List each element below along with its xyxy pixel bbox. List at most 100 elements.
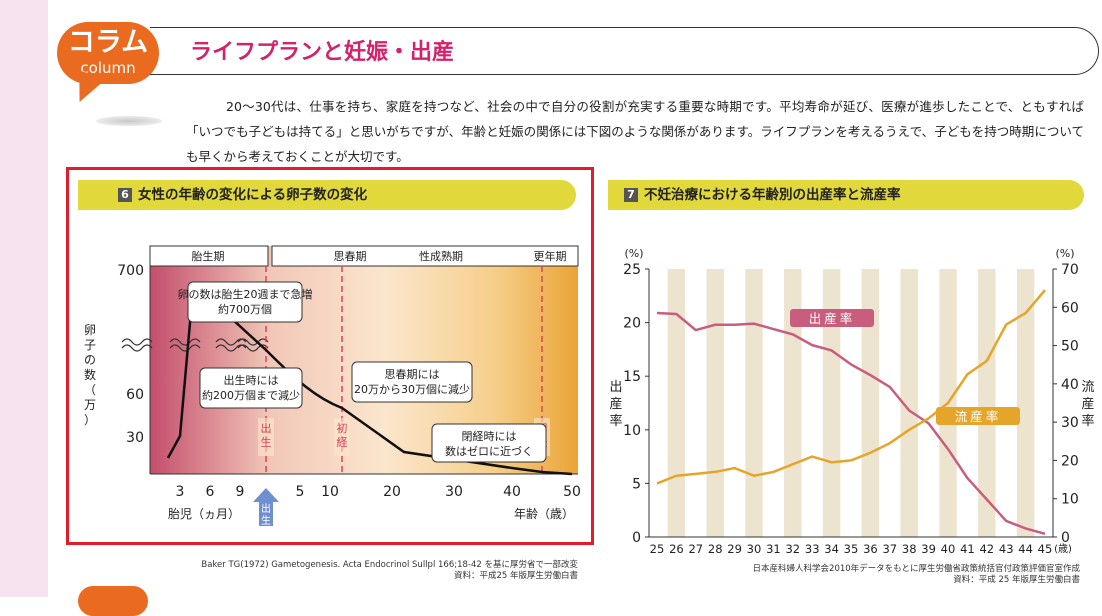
chart6-birth-arrow-label: 出 xyxy=(261,502,271,515)
chart6-title: 女性の年齢の変化による卵子数の変化 xyxy=(138,187,368,203)
chart6-x-tick-age: 50 xyxy=(563,484,581,500)
chart7-title-bar: 7 不妊治療における年齢別の出産率と流産率 xyxy=(608,180,1084,210)
chart6-source: Baker TG(1972) Gametogenesis. Acta Endoc… xyxy=(201,560,578,581)
next-column-badge xyxy=(78,586,148,616)
chart7-right-tick-label: 70 xyxy=(1061,262,1079,278)
chart7-stripe xyxy=(1016,269,1035,537)
chart6-title-bar: 6 女性の年齢の変化による卵子数の変化 xyxy=(78,180,576,210)
chart7-stripe xyxy=(667,269,686,537)
chart7-right-tick-label: 40 xyxy=(1061,377,1079,393)
chart6-stage-label: 胎生期 xyxy=(192,249,225,263)
chart7-left-label-char: 産 xyxy=(609,396,622,412)
chart7-x-tick-label: 32 xyxy=(785,542,800,556)
chart7-series-label: 流産率 xyxy=(955,409,1002,424)
chart7-x-unit: (歳) xyxy=(1054,543,1072,555)
chart7-left-label-char: 率 xyxy=(609,413,622,429)
chart7-right-label-char: 産 xyxy=(1081,396,1094,412)
chart6-x-tick-age: 40 xyxy=(503,484,521,500)
chart7-series-label: 出産率 xyxy=(809,311,856,326)
intro-paragraph: 20～30代は、仕事を持ち、家庭を持つなど、社会の中で自分の役割が充実する重要な… xyxy=(186,99,1084,164)
chart7-left-tick-label: 25 xyxy=(623,262,641,278)
chart6-birth-arrow-label: 生 xyxy=(261,514,271,527)
chart7-stripe xyxy=(861,269,880,537)
chart7-x-tick-label: 28 xyxy=(708,542,723,556)
chart6-y-axis-label-char: 子 xyxy=(84,338,96,352)
chart6-marker-label-bg xyxy=(334,418,350,456)
badge-shadow xyxy=(96,116,162,126)
chart7-x-tick-label: 34 xyxy=(824,542,839,556)
chart6-marker-label-bg xyxy=(258,418,274,456)
chart7-left-label-char: 出 xyxy=(609,380,622,395)
chart7-series-label-bg xyxy=(790,309,874,327)
chart7-x-tick-label: 29 xyxy=(727,542,742,556)
chart7-right-tick-label: 30 xyxy=(1061,415,1079,431)
chart6-x-tick-age: 10 xyxy=(321,484,339,500)
chart6-y-axis-label-char: ） xyxy=(84,413,96,427)
chart7-left-tick-label: 5 xyxy=(632,476,641,492)
badge-main-text: コラム xyxy=(67,27,149,58)
chart6-annotation-text-line: 約200万個まで減少 xyxy=(202,388,300,402)
left-margin-strip xyxy=(0,0,48,597)
chart7-left-tick-label: 15 xyxy=(623,369,641,385)
chart7-source: 日本産科婦人科学会2010年データをもとに厚生労働省政策統括官付政策評価官室作成… xyxy=(752,564,1080,585)
chart6-annotation-text-line: 数はゼロに近づく xyxy=(445,445,533,458)
chart6-y-axis-label-char: の xyxy=(84,353,96,367)
chart7-x-tick-label: 43 xyxy=(999,542,1014,556)
chart6-annotation-text: 出生時には約200万個まで減少 xyxy=(202,373,300,402)
chart7-stripe xyxy=(745,269,763,537)
chart7-x-tick-label: 26 xyxy=(669,542,684,556)
chart7-x-tick-label: 38 xyxy=(902,542,917,556)
chart6-y-tick-label: 60 xyxy=(126,387,144,403)
chart6-annotation-text: 思春期には 20万から30万個に減少 xyxy=(354,368,470,396)
chart7-x-tick-label: 27 xyxy=(688,542,703,556)
page-title: ライフプランと妊娠・出産 xyxy=(190,40,455,65)
chart6-number: 6 xyxy=(118,188,132,202)
chart7-stripe xyxy=(978,269,996,537)
chart6-x-tick-age: 30 xyxy=(445,484,463,500)
chart7-right-tick-label: 20 xyxy=(1061,453,1079,469)
chart6-y-axis-label-char: 万 xyxy=(84,398,96,412)
chart7-x-tick-label: 41 xyxy=(960,542,975,556)
chart6-y-axis-label-char: （ xyxy=(84,383,96,397)
chart7-x-tick-label: 44 xyxy=(1018,542,1033,556)
chart7-birth-rate-line xyxy=(656,311,1046,535)
chart7-x-tick-label: 42 xyxy=(979,542,994,556)
chart7-left-tick-label: 0 xyxy=(632,530,641,546)
chart6-annotation-text: 閉経時には数はゼロに近づく xyxy=(445,430,533,458)
chart7-x-tick-label: 40 xyxy=(941,542,956,556)
chart6-annotation-text-line: 出生時には xyxy=(224,373,279,387)
chart7-left-unit: (%) xyxy=(624,247,643,260)
chart7-number: 7 xyxy=(624,188,638,202)
chart6-x-tick-fetal: 3 xyxy=(176,484,185,500)
chart6-annotation-text-line: 20万から30万個に減少 xyxy=(354,382,470,396)
chart6-birth-arrow xyxy=(253,488,279,526)
chart7-left-tick-label: 20 xyxy=(623,316,641,332)
chart6-y-axis-label-char: 卵 xyxy=(84,323,96,337)
column-title-frame xyxy=(150,27,1099,75)
chart7-x-tick-label: 33 xyxy=(805,542,820,556)
chart6-annotation-text: 卵の数は胎生20週まで急増約700万個 xyxy=(178,287,313,316)
chart7-x-tick-label: 37 xyxy=(882,542,897,556)
chart6-x-tick-fetal: 9 xyxy=(236,484,245,500)
chart7-x-tick-label: 39 xyxy=(921,542,936,556)
chart7-title: 不妊治療における年齢別の出産率と流産率 xyxy=(644,187,901,203)
chart6-marker-label: 生 xyxy=(261,435,272,449)
chart6-axis-break xyxy=(121,338,153,352)
chart7-x-tick-label: 45 xyxy=(1038,542,1053,556)
chart7-right-tick-label: 0 xyxy=(1061,530,1070,546)
chart7-x-tick-label: 30 xyxy=(747,542,762,556)
chart7-stripe xyxy=(706,269,724,537)
chart6-x-tick-fetal: 6 xyxy=(206,484,215,500)
chart6-annotation-text-line: 約700万個 xyxy=(218,302,272,316)
chart6-annotation-text-line: 思春期には xyxy=(385,368,440,381)
chart7-stripe xyxy=(822,269,841,537)
chart6-stage-label: 思春期 xyxy=(334,250,367,263)
chart6-x-tick-age: 5 xyxy=(296,484,305,500)
chart7-miscarriage-line xyxy=(656,289,1046,485)
chart6-frame xyxy=(66,167,594,545)
chart7-x-tick-label: 31 xyxy=(766,542,781,556)
chart7-right-label-char: 率 xyxy=(1081,413,1094,429)
chart6-annotation-box xyxy=(187,281,303,323)
chart6-annotation-text-line: 閉経時には xyxy=(462,430,517,443)
